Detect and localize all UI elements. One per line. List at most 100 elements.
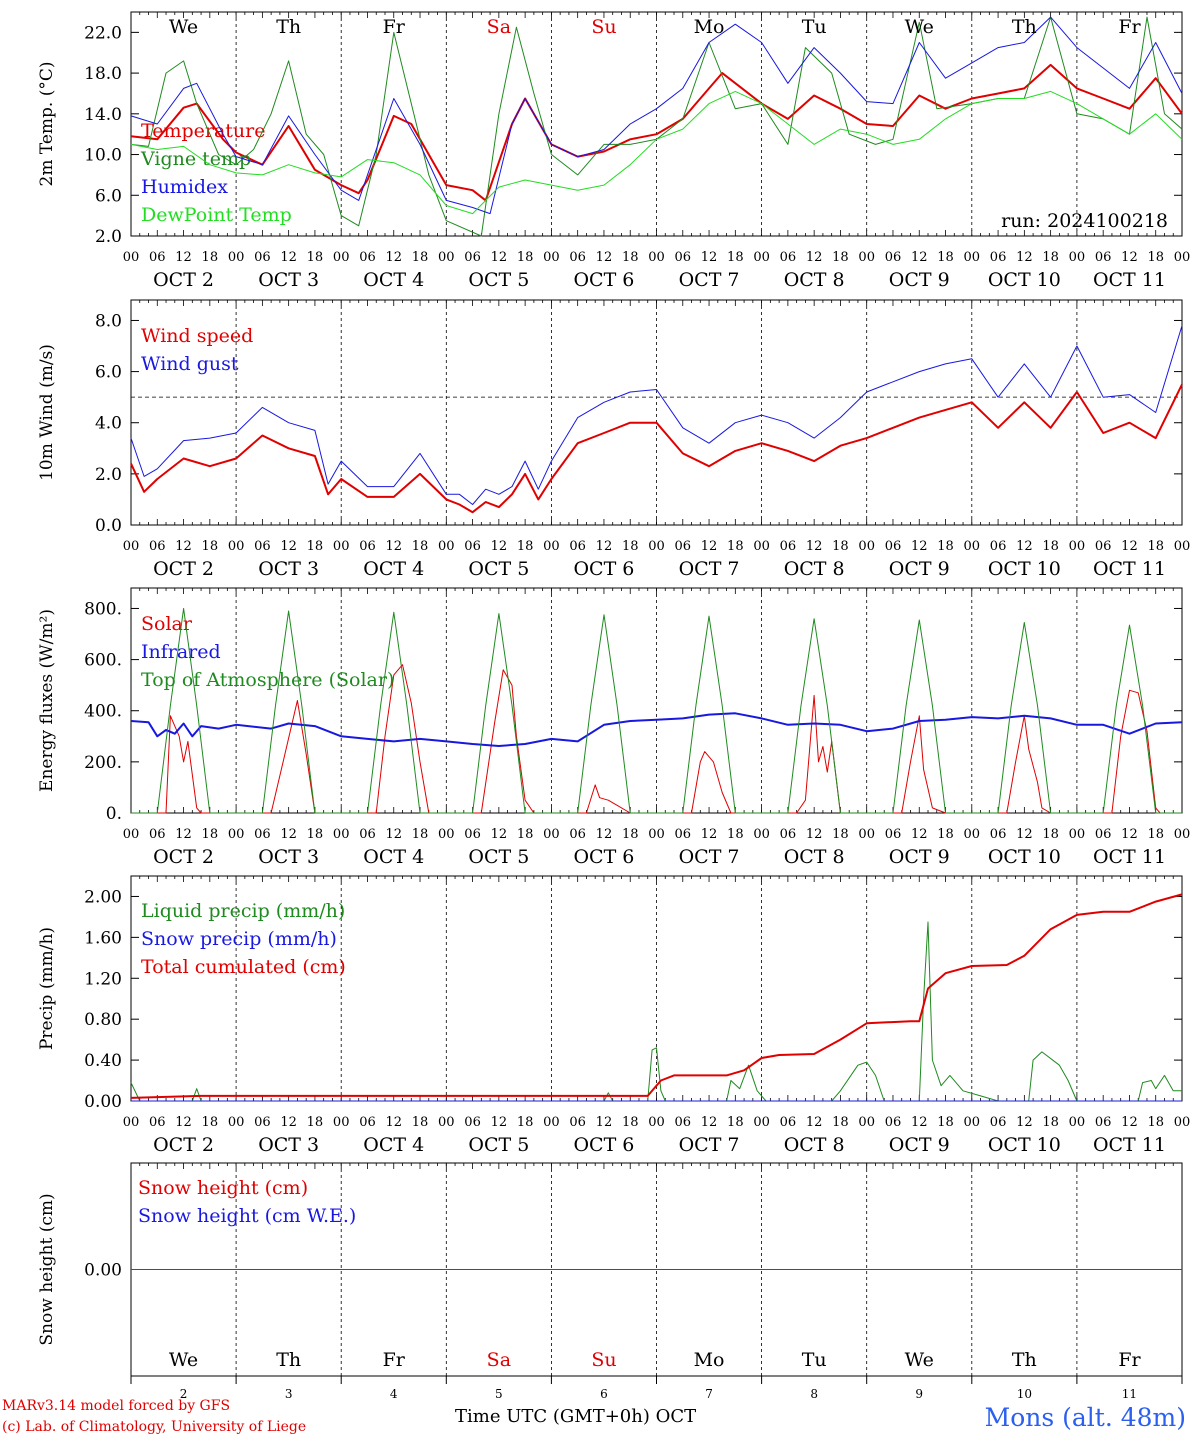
day-label: OCT 4 — [363, 269, 424, 291]
day-label: OCT 2 — [153, 558, 214, 580]
hour-tick-label: 06 — [675, 827, 692, 842]
hour-tick-label: 12 — [701, 827, 718, 842]
weekday-label: Fr — [383, 16, 406, 38]
day-label: OCT 10 — [988, 846, 1061, 868]
day-label: OCT 5 — [468, 558, 529, 580]
hour-tick-label: 12 — [1121, 1115, 1138, 1130]
hour-tick-label: 18 — [517, 1115, 534, 1130]
hour-tick-label: 12 — [911, 827, 928, 842]
hour-tick-label: 18 — [412, 250, 429, 265]
hour-tick-label: 00 — [1174, 1115, 1191, 1130]
hour-tick-label: 00 — [543, 539, 560, 554]
hour-tick-label: 00 — [333, 827, 350, 842]
hour-tick-label: 12 — [701, 539, 718, 554]
hour-tick-label: 12 — [491, 827, 508, 842]
hour-tick-label: 06 — [990, 827, 1007, 842]
hour-tick-label: 12 — [280, 827, 297, 842]
hour-tick-label: 18 — [622, 539, 639, 554]
legend-entry: Wind gust — [141, 353, 239, 375]
hour-tick-label: 00 — [1069, 827, 1086, 842]
weekday-label: Fr — [1118, 16, 1141, 38]
hour-tick-label: 00 — [1069, 1115, 1086, 1130]
y-tick-label: 2.0 — [95, 227, 122, 247]
day-label: OCT 10 — [988, 269, 1061, 291]
y-axis-label: 2m Temp. (°C) — [37, 61, 57, 186]
day-label: OCT 7 — [679, 558, 740, 580]
hour-tick-label: 00 — [648, 539, 665, 554]
hour-tick-label: 12 — [1016, 1115, 1033, 1130]
hour-tick-label: 00 — [123, 539, 140, 554]
y-axis-label: Precip (mm/h) — [37, 927, 57, 1050]
day-number-label: 8 — [810, 1387, 818, 1401]
day-label: OCT 2 — [153, 1134, 214, 1156]
hour-tick-label: 18 — [937, 250, 954, 265]
station-label[interactable]: Mons (alt. 48m) — [984, 1403, 1186, 1432]
legend-entry: Wind speed — [141, 325, 253, 347]
y-tick-label: 800. — [84, 599, 122, 619]
hour-tick-label: 12 — [491, 250, 508, 265]
series-line-infrared — [130, 712, 1183, 747]
hour-tick-label: 18 — [412, 539, 429, 554]
plot-frame — [130, 587, 1183, 814]
hour-tick-label: 00 — [753, 1115, 770, 1130]
day-number-label: 3 — [285, 1387, 293, 1401]
day-label: OCT 6 — [573, 1134, 634, 1156]
hour-tick-label: 12 — [911, 1115, 928, 1130]
day-label: OCT 9 — [889, 1134, 950, 1156]
day-label: OCT 5 — [468, 1134, 529, 1156]
hour-tick-label: 12 — [1016, 250, 1033, 265]
y-axis-label: 10m Wind (m/s) — [37, 344, 57, 481]
day-label: OCT 8 — [784, 269, 845, 291]
hour-tick-label: 06 — [885, 250, 902, 265]
hour-tick-label: 18 — [202, 250, 219, 265]
weekday-label: Sa — [487, 16, 511, 38]
hour-tick-label: 18 — [517, 827, 534, 842]
hour-tick-label: 18 — [517, 539, 534, 554]
hour-tick-label: 12 — [1121, 250, 1138, 265]
weekday-label: Su — [591, 16, 616, 38]
y-tick-label: 14.0 — [84, 105, 122, 125]
plot-frame — [130, 11, 1183, 237]
legend-entry: Liquid precip (mm/h) — [141, 900, 345, 922]
series-line-total-cumulated-cm- — [130, 893, 1183, 1099]
hour-tick-label: 00 — [228, 250, 245, 265]
hour-tick-label: 18 — [307, 539, 324, 554]
hour-tick-label: 18 — [202, 827, 219, 842]
weekday-label: Th — [276, 16, 301, 38]
hour-tick-label: 06 — [569, 1115, 586, 1130]
hour-tick-label: 06 — [675, 250, 692, 265]
hour-tick-label: 18 — [727, 1115, 744, 1130]
weekday-label: Th — [276, 1349, 301, 1371]
day-label: OCT 8 — [784, 1134, 845, 1156]
hour-tick-label: 06 — [990, 1115, 1007, 1130]
hour-tick-label: 18 — [832, 1115, 849, 1130]
weekday-label: We — [905, 16, 934, 38]
day-label: OCT 9 — [889, 558, 950, 580]
hour-tick-label: 06 — [1095, 539, 1112, 554]
day-number-label: 10 — [1017, 1387, 1032, 1401]
hour-tick-label: 18 — [727, 827, 744, 842]
day-label: OCT 10 — [988, 558, 1061, 580]
hour-tick-label: 18 — [517, 250, 534, 265]
y-tick-label: 18.0 — [84, 64, 122, 84]
hour-tick-label: 12 — [806, 1115, 823, 1130]
hour-tick-label: 06 — [149, 827, 166, 842]
day-label: OCT 7 — [679, 1134, 740, 1156]
y-tick-label: 200. — [84, 753, 122, 773]
hour-tick-label: 00 — [964, 539, 981, 554]
hour-tick-label: 06 — [149, 539, 166, 554]
hour-tick-label: 06 — [464, 250, 481, 265]
legend-entry: Total cumulated (cm) — [141, 956, 346, 978]
day-label: OCT 11 — [1093, 846, 1166, 868]
day-label: OCT 4 — [363, 558, 424, 580]
weekday-label: Tu — [802, 16, 827, 38]
hour-tick-label: 18 — [832, 827, 849, 842]
hour-tick-label: 00 — [543, 250, 560, 265]
series-line-top-of-atmosphere-solar- — [131, 608, 1182, 814]
hour-tick-label: 06 — [990, 539, 1007, 554]
hour-tick-label: 18 — [622, 1115, 639, 1130]
hour-tick-label: 00 — [543, 827, 560, 842]
hour-tick-label: 00 — [1174, 539, 1191, 554]
day-number-label: 11 — [1122, 1387, 1137, 1401]
